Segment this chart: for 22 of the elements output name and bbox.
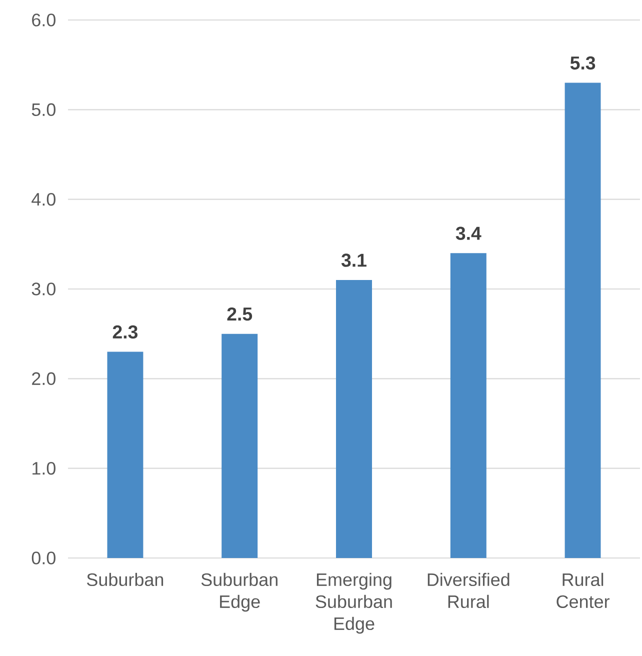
x-tick-label: Emerging Suburban Edge xyxy=(316,572,392,634)
bar xyxy=(107,352,144,558)
data-label: 5.3 xyxy=(570,56,596,70)
y-tick-label: 2.0 xyxy=(32,372,56,386)
data-label: 3.1 xyxy=(341,254,366,267)
y-tick-label: 0.0 xyxy=(32,552,56,564)
x-tick-label: Rural Center xyxy=(556,572,610,608)
x-tick-label: Suburban xyxy=(86,572,164,586)
bar xyxy=(564,82,601,558)
data-label: 3.4 xyxy=(456,226,482,240)
y-tick-label: 1.0 xyxy=(32,462,56,475)
y-tick-label: 5.0 xyxy=(32,103,56,116)
y-tick-label: 3.0 xyxy=(32,282,56,296)
x-tick-label: Diversified Rural xyxy=(428,572,510,608)
bar xyxy=(222,334,258,558)
bar xyxy=(336,280,372,558)
x-tick-label: Suburban Edge xyxy=(201,572,278,612)
y-tick-label: 6.0 xyxy=(32,14,56,26)
data-label: 2.3 xyxy=(112,325,138,339)
y-tick-label: 4.0 xyxy=(32,192,56,206)
bar xyxy=(450,253,486,558)
data-label: 2.5 xyxy=(227,307,252,321)
